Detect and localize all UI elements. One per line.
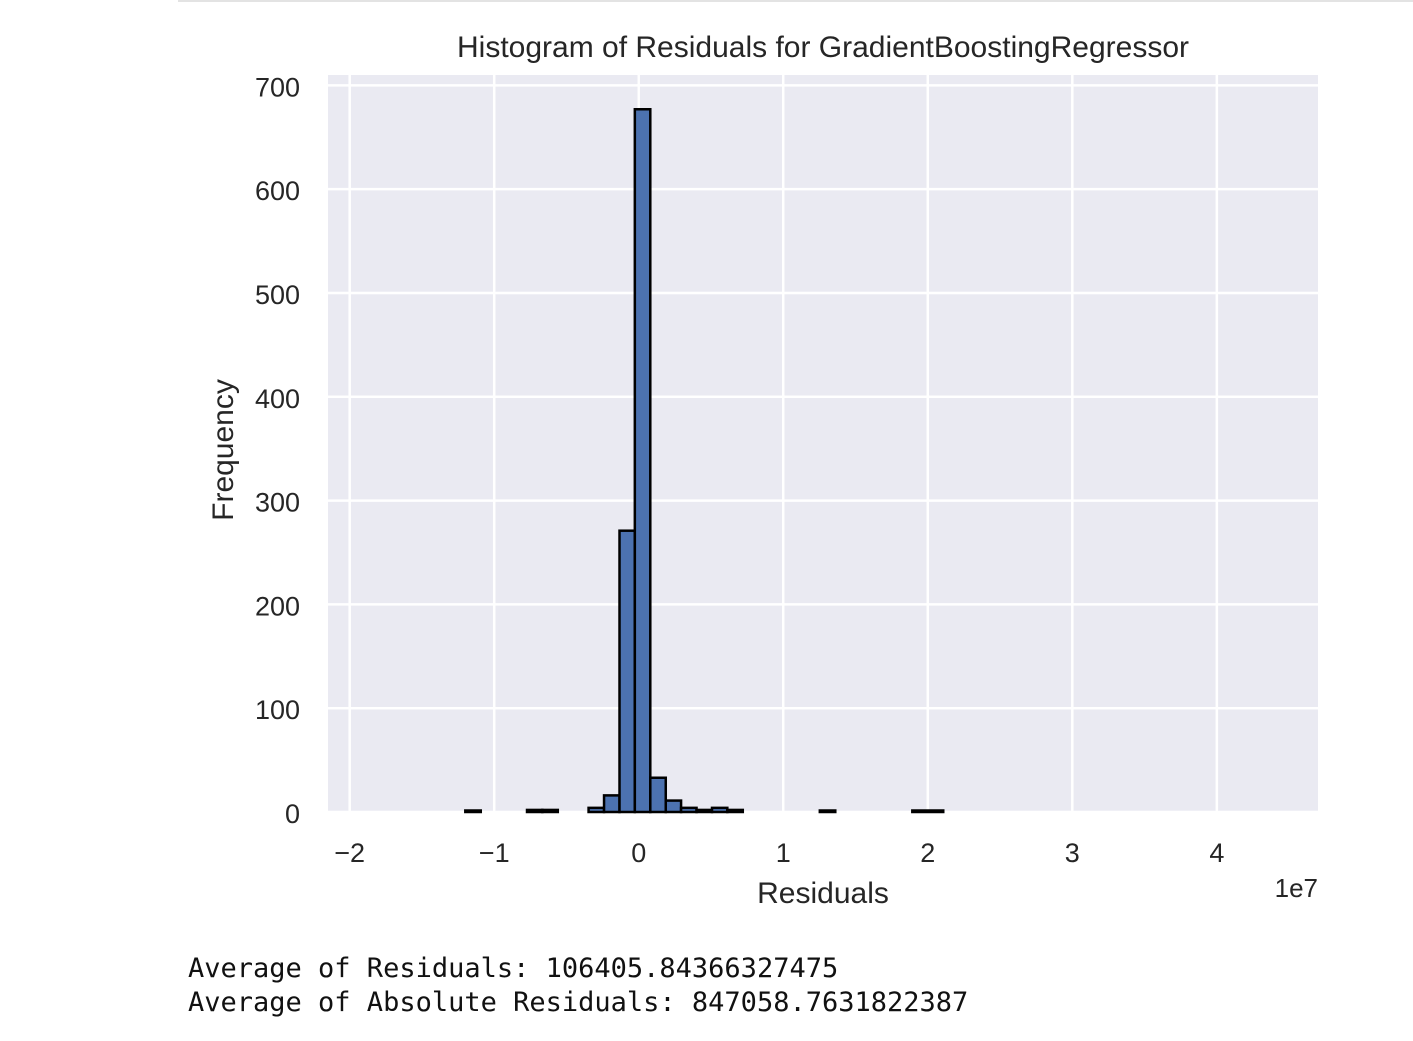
chart-title: Histogram of Residuals for GradientBoost…	[457, 31, 1189, 64]
y-tick-label: 300	[255, 488, 300, 518]
average-absolute-residuals-line: Average of Absolute Residuals: 847058.76…	[188, 987, 969, 1018]
y-tick-label: 700	[255, 72, 300, 102]
y-tick-label: 500	[255, 280, 300, 310]
histogram-bar	[602, 794, 621, 814]
axis-ticks: 0 100 200 300 400 500 600 700 −2 −1 0 1 2 3 4	[255, 72, 1224, 868]
histogram-bar	[695, 808, 714, 814]
histogram-bar	[525, 808, 544, 814]
average-residuals-line: Average of Residuals: 106405.84366327475	[188, 953, 839, 984]
x-tick-label: 3	[1065, 838, 1080, 868]
x-axis-offset-label: 1e7	[1275, 873, 1318, 903]
y-axis-label: Frequency	[207, 379, 240, 521]
histogram-bar	[633, 108, 652, 814]
histogram-bar	[726, 808, 745, 814]
x-tick-label: 1	[776, 838, 791, 868]
histogram-bar	[818, 809, 837, 814]
histogram-bar	[710, 806, 729, 814]
x-tick-label: 2	[920, 838, 935, 868]
plot-area	[328, 75, 1318, 812]
histogram-bar	[679, 806, 698, 814]
histogram-bar	[587, 806, 606, 814]
cell-output: Average of Residuals: 106405.84366327475…	[188, 952, 968, 1020]
notebook-cell-border	[178, 0, 1413, 2]
histogram-bars	[464, 108, 945, 814]
x-axis-label: Residuals	[757, 877, 889, 910]
y-tick-label: 0	[285, 799, 300, 829]
histogram-bar	[464, 809, 483, 814]
histogram-chart: 0 100 200 300 400 500 600 700 −2 −1 0 1 2 3 4 Histogra…	[207, 31, 1318, 910]
histogram-bar	[911, 809, 945, 814]
y-tick-label: 400	[255, 384, 300, 414]
histogram-bar	[664, 799, 683, 814]
x-tick-label: 4	[1209, 838, 1224, 868]
y-tick-label: 600	[255, 176, 300, 206]
x-tick-label: 0	[631, 838, 646, 868]
histogram-bar	[618, 529, 637, 814]
x-tick-label: −1	[479, 838, 510, 868]
histogram-bar	[649, 776, 668, 814]
histogram-bar	[541, 808, 560, 814]
y-tick-label: 200	[255, 591, 300, 621]
x-tick-label: −2	[334, 838, 365, 868]
y-tick-label: 100	[255, 695, 300, 725]
